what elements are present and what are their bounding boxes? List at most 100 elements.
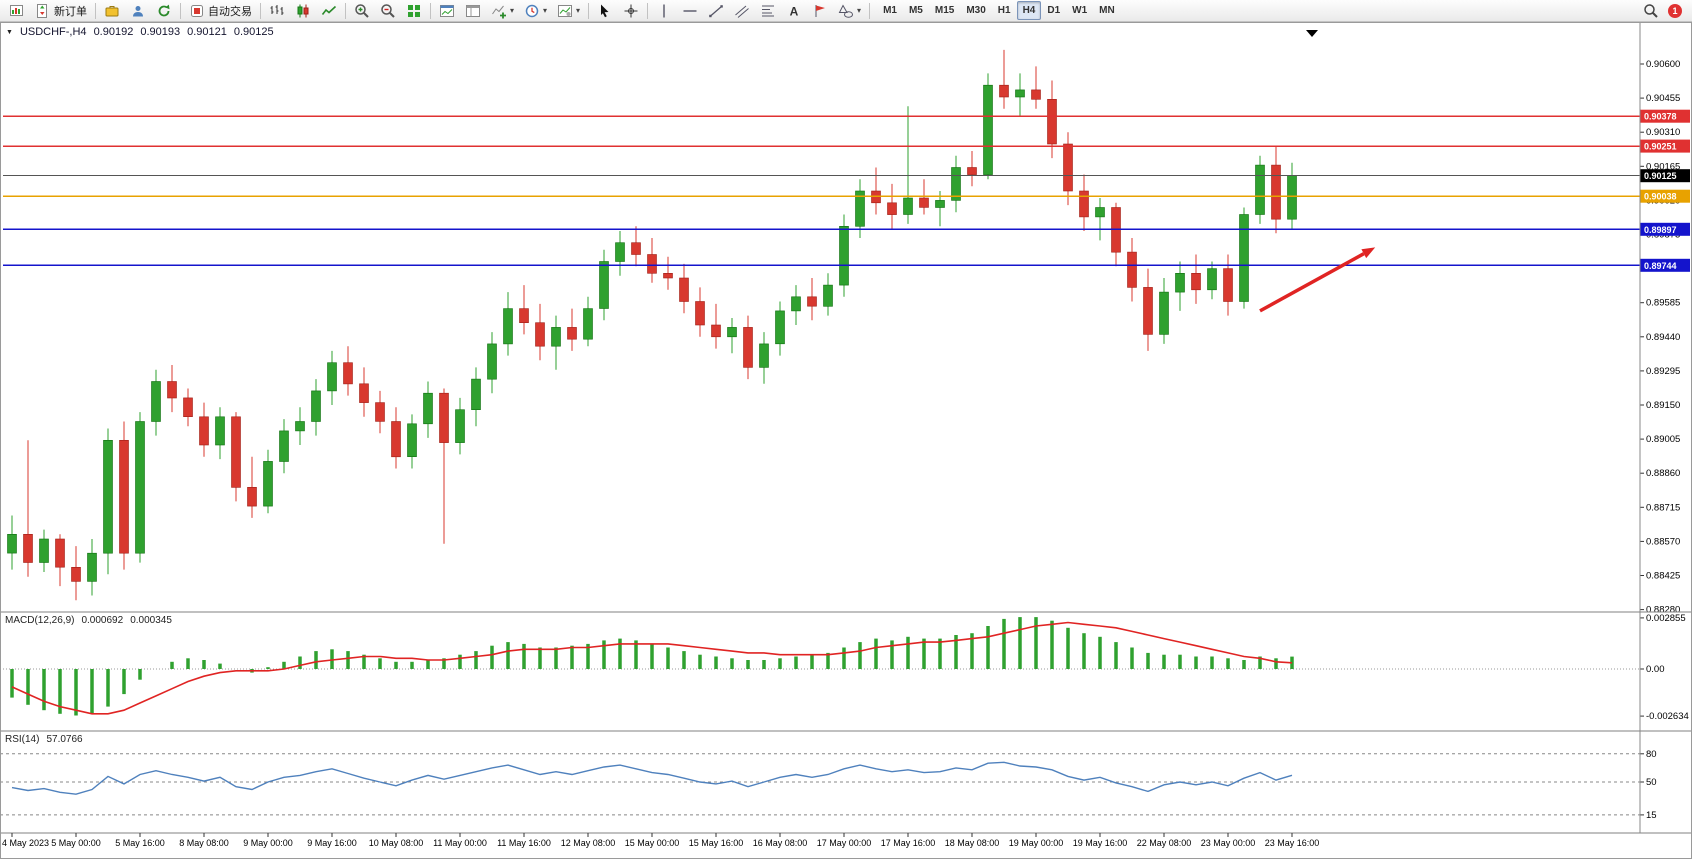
navigator-button[interactable] bbox=[460, 1, 486, 21]
chart-menu-icon[interactable]: ▼ bbox=[6, 28, 13, 36]
clock-icon bbox=[525, 4, 539, 17]
svg-text:11 May 16:00: 11 May 16:00 bbox=[497, 838, 551, 848]
strategy-tester-button[interactable] bbox=[151, 1, 177, 21]
timeframe-m5-button[interactable]: M5 bbox=[908, 5, 923, 16]
resistance-line-2-price-tag: 0.90251 bbox=[1640, 139, 1690, 153]
timeframe-m15-button[interactable]: M15 bbox=[934, 5, 955, 16]
svg-text:8 May 08:00: 8 May 08:00 bbox=[179, 838, 229, 848]
shapes-tool-button[interactable]: ▾ bbox=[833, 1, 866, 21]
crosshair-icon bbox=[624, 4, 638, 17]
svg-text:23 May 00:00: 23 May 00:00 bbox=[1201, 838, 1256, 848]
chart-shift-marker[interactable] bbox=[1306, 30, 1318, 37]
periods-button[interactable]: ▾ bbox=[519, 1, 552, 21]
ohlc-high: 0.90193 bbox=[140, 26, 181, 38]
timeframe-mn-button[interactable]: MN bbox=[1099, 5, 1115, 16]
macd-value-main: 0.000692 bbox=[81, 615, 124, 626]
svg-text:19 May 16:00: 19 May 16:00 bbox=[1073, 838, 1128, 848]
new-chart-button[interactable] bbox=[4, 1, 30, 21]
terminal-button[interactable] bbox=[125, 1, 151, 21]
tile-windows-button[interactable] bbox=[401, 1, 427, 21]
horizontal-line-tool-button[interactable] bbox=[677, 1, 703, 21]
crosshair-button[interactable] bbox=[618, 1, 644, 21]
caret-down-icon: ▾ bbox=[576, 5, 581, 15]
data-window-button[interactable] bbox=[434, 1, 460, 21]
pane-separators[interactable] bbox=[0, 611, 1692, 834]
rsi-name: RSI(14) bbox=[5, 734, 40, 745]
svg-text:0.88860: 0.88860 bbox=[1646, 468, 1680, 479]
chart-plus-icon bbox=[10, 4, 23, 16]
trend-arrow-annotation[interactable] bbox=[1259, 247, 1376, 313]
indicator-plus-icon bbox=[492, 5, 506, 18]
timeframe-w1-button[interactable]: W1 bbox=[1072, 5, 1088, 16]
timeframe-h4-button[interactable]: H4 bbox=[1016, 1, 1042, 20]
svg-text:11 May 00:00: 11 May 00:00 bbox=[433, 838, 487, 848]
fibonacci-icon bbox=[762, 5, 775, 16]
svg-text:12 May 08:00: 12 May 08:00 bbox=[561, 838, 616, 848]
trendline-tool-button[interactable] bbox=[703, 1, 729, 21]
svg-text:0.88425: 0.88425 bbox=[1646, 571, 1680, 582]
vertical-line-tool-button[interactable] bbox=[651, 1, 677, 21]
candlestick-mode-button[interactable] bbox=[290, 1, 316, 21]
rsi-label: RSI(14) 57.0766 bbox=[5, 734, 83, 745]
toolbar-separator bbox=[430, 2, 431, 19]
text-a-icon: A bbox=[790, 4, 799, 18]
svg-text:0.90165: 0.90165 bbox=[1646, 161, 1680, 172]
cursor-button[interactable] bbox=[592, 1, 618, 21]
fibonacci-tool-button[interactable] bbox=[755, 1, 781, 21]
zoom-out-button[interactable] bbox=[375, 1, 401, 21]
market-watch-button[interactable] bbox=[99, 1, 125, 21]
notification-badge[interactable]: 1 bbox=[1668, 3, 1682, 18]
indicators-button[interactable]: ▾ bbox=[486, 1, 519, 21]
briefcase-icon bbox=[105, 5, 119, 16]
template-chart-icon bbox=[558, 4, 573, 17]
svg-text:0.88715: 0.88715 bbox=[1646, 502, 1680, 513]
svg-text:0.89585: 0.89585 bbox=[1646, 298, 1680, 309]
channel-icon bbox=[735, 5, 749, 18]
label-tool-button[interactable] bbox=[807, 1, 833, 21]
horizontal-line-icon bbox=[683, 9, 697, 12]
caret-down-icon: ▾ bbox=[543, 5, 548, 15]
svg-text:0.00: 0.00 bbox=[1646, 664, 1665, 675]
chart-symbol-period: USDCHF-,H4 bbox=[19, 26, 87, 38]
chart-canvas[interactable]: 0.906000.904550.903100.901650.900200.898… bbox=[0, 22, 1692, 859]
support-line-1-price-tag: 0.89897 bbox=[1640, 222, 1690, 236]
autotrading-button[interactable]: 自动交易 bbox=[184, 1, 257, 21]
time-axis[interactable]: 4 May 2023 5 May 00:00 5 May 16:00 8 May 08… bbox=[2, 833, 1319, 848]
svg-text:15 May 16:00: 15 May 16:00 bbox=[689, 838, 744, 848]
timeframe-m1-button[interactable]: M1 bbox=[883, 5, 897, 16]
data-window-icon bbox=[440, 4, 454, 17]
toolbar-separator bbox=[95, 2, 96, 19]
search-button[interactable] bbox=[1638, 1, 1664, 21]
svg-text:9 May 00:00: 9 May 00:00 bbox=[243, 838, 293, 848]
svg-text:15: 15 bbox=[1646, 810, 1657, 821]
timeframe-m30-button[interactable]: M30 bbox=[966, 5, 986, 16]
svg-text:19 May 00:00: 19 May 00:00 bbox=[1009, 838, 1064, 848]
candlestick-series bbox=[7, 49, 1297, 601]
cursor-arrow-icon bbox=[601, 4, 609, 17]
bid-price-tag: 0.90125 bbox=[1640, 169, 1690, 183]
templates-button[interactable]: ▾ bbox=[552, 1, 585, 21]
toolbar-separator bbox=[869, 2, 871, 19]
ohlc-low: 0.90121 bbox=[187, 26, 227, 38]
text-tool-button[interactable]: A bbox=[781, 1, 807, 21]
toolbar-separator bbox=[345, 2, 346, 19]
zoom-in-button[interactable] bbox=[349, 1, 375, 21]
channel-tool-button[interactable] bbox=[729, 1, 755, 21]
svg-text:0.002855: 0.002855 bbox=[1646, 613, 1686, 624]
autotrading-label: 自动交易 bbox=[208, 5, 252, 18]
order-doc-icon bbox=[37, 3, 47, 18]
bar-chart-mode-button[interactable] bbox=[264, 1, 290, 21]
chart-window: 0.906000.904550.903100.901650.900200.898… bbox=[0, 22, 1692, 859]
svg-text:17 May 16:00: 17 May 16:00 bbox=[881, 838, 936, 848]
timeframe-d1-button[interactable]: D1 bbox=[1047, 5, 1061, 16]
macd-axis[interactable]: 0.002855 0.00 -0.002634 bbox=[1640, 613, 1689, 722]
svg-text:4 May 2023: 4 May 2023 bbox=[2, 838, 49, 848]
line-chart-mode-button[interactable] bbox=[316, 1, 342, 21]
rsi-value: 57.0766 bbox=[46, 734, 83, 745]
svg-text:0.88570: 0.88570 bbox=[1646, 536, 1680, 547]
new-order-button[interactable]: 新订单 bbox=[30, 1, 92, 21]
timeframe-h1-button[interactable]: H1 bbox=[997, 5, 1011, 16]
svg-text:0.89440: 0.89440 bbox=[1646, 332, 1680, 343]
svg-text:0.88280: 0.88280 bbox=[1646, 605, 1680, 616]
